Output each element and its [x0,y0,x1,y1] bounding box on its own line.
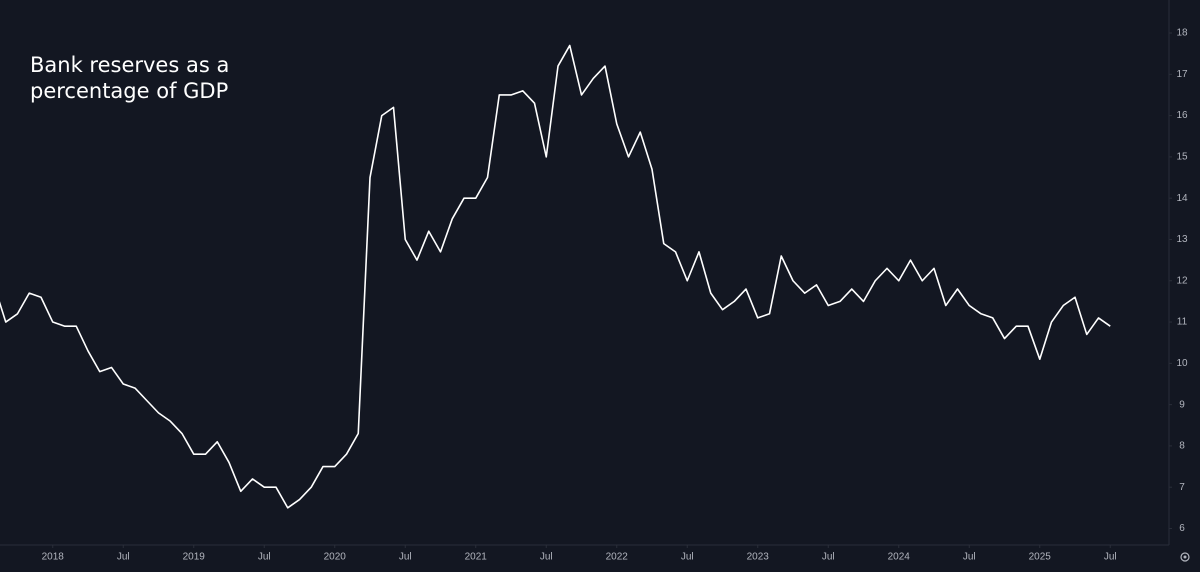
y-tick-label: 6 [1179,523,1185,534]
y-tick-label: 10 [1176,358,1188,369]
y-tick-label: 12 [1176,275,1188,286]
settings-icon[interactable] [1180,552,1190,562]
x-tick-label: Jul [822,552,835,563]
x-tick-label: 2022 [606,552,629,563]
y-tick-label: 18 [1176,28,1188,39]
data-line [0,44,1111,509]
x-tick-label: Jul [1104,552,1117,563]
settings-gear[interactable] [1180,552,1190,562]
y-tick-label: 8 [1179,441,1185,452]
x-tick-label: Jul [399,552,412,563]
y-tick-label: 13 [1176,234,1188,245]
x-tick-label: 2025 [1029,552,1052,563]
x-tick-label: 2019 [183,552,206,563]
x-tick-label: 2021 [465,552,488,563]
x-tick-label: Jul [963,552,976,563]
y-tick-label: 7 [1179,482,1185,493]
x-tick-label: 2020 [324,552,347,563]
settings-dot[interactable] [1183,555,1187,559]
x-tick-label: 2024 [888,552,911,563]
x-tick-label: 2023 [747,552,770,563]
y-tick-label: 9 [1179,399,1185,410]
x-tick-label: Jul [540,552,553,563]
x-tick-label: Jul [258,552,271,563]
y-tick-label: 16 [1176,110,1188,121]
y-tick-label: 11 [1177,317,1188,328]
y-tick-label: 15 [1176,152,1188,163]
x-tick-label: Jul [117,552,130,563]
chart-title: Bank reserves as a percentage of GDP [30,53,230,103]
x-tick-label: Jul [681,552,694,563]
x-tick-label: 2018 [42,552,65,563]
y-tick-label: 17 [1176,69,1188,80]
y-tick-label: 14 [1176,193,1188,204]
